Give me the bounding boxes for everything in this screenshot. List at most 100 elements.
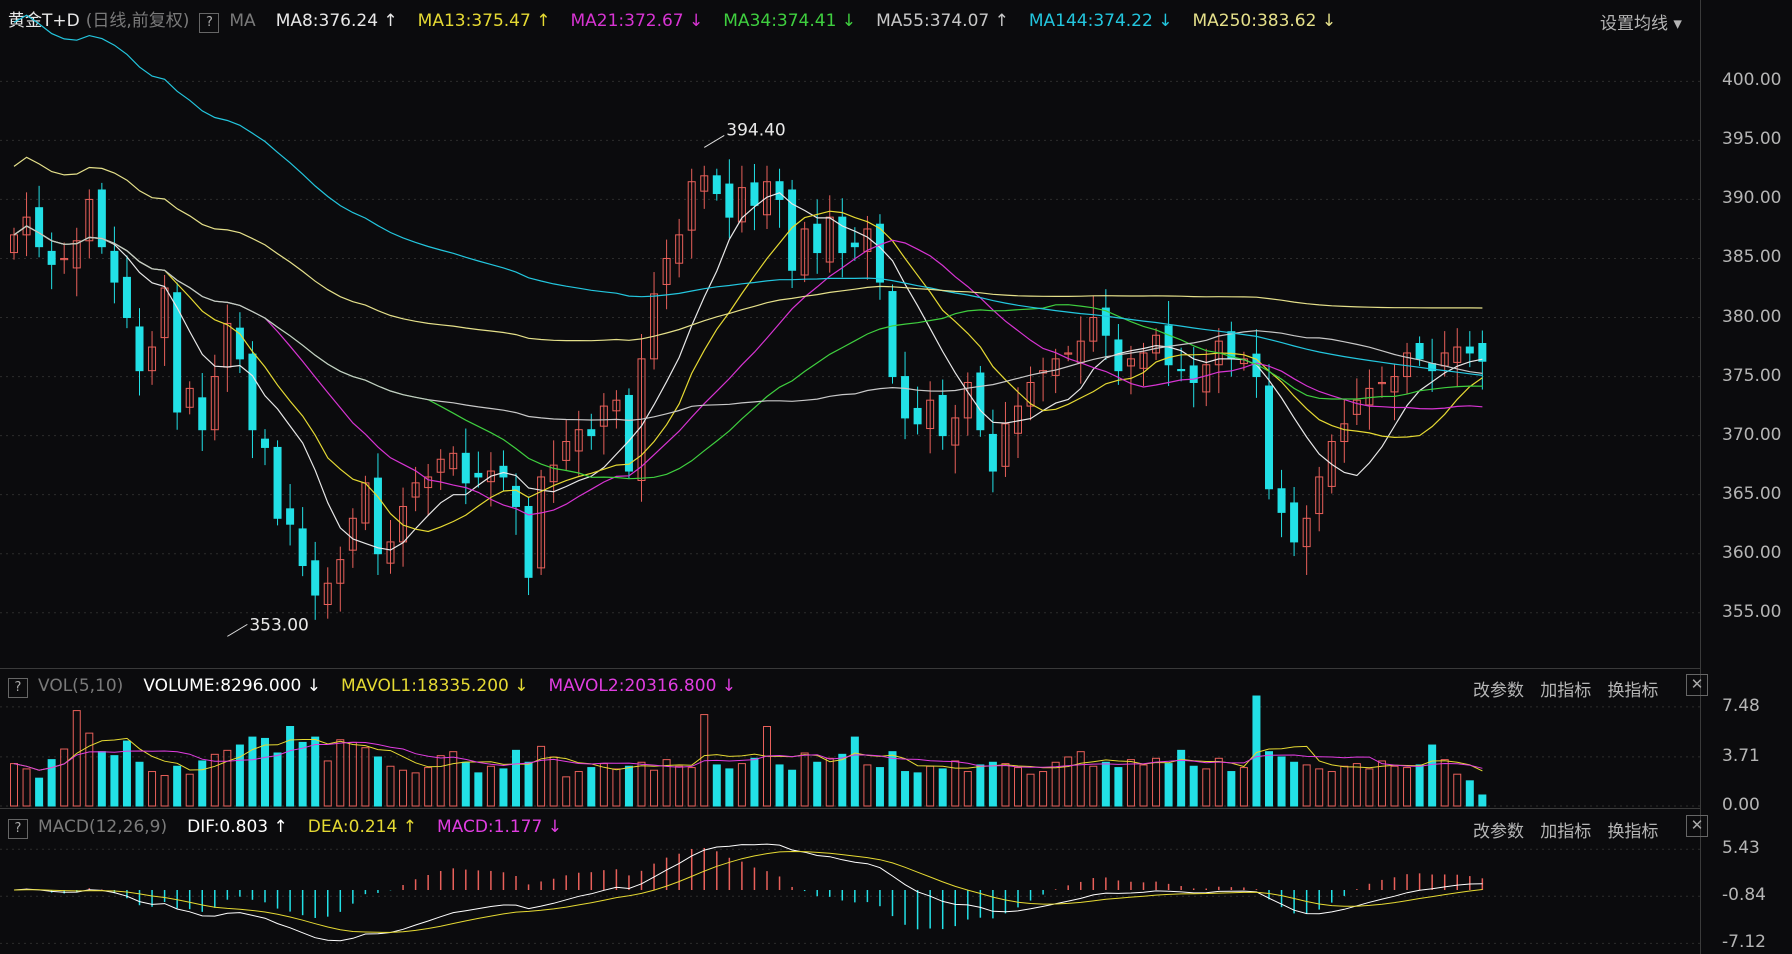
candle-body [461,452,470,484]
y-tick-label: -0.84 [1722,885,1766,906]
y-tick-label: 360.00 [1722,542,1782,563]
y-tick-label: -7.12 [1722,932,1766,953]
volume-bar [687,767,696,807]
candle-body [624,394,633,472]
candle-body [261,438,269,448]
candle-body [148,346,157,372]
volume-bar [750,757,759,807]
candle-body [1152,334,1161,354]
volume-bar [286,726,295,807]
indicator-name[interactable]: VOL(5,10) [38,676,124,696]
legend-item: DIF:0.803 ↑ [187,817,288,837]
close-icon[interactable]: ✕ [1686,674,1708,696]
close-icon[interactable]: ✕ [1686,815,1708,837]
candle-body [875,223,884,283]
volume-bar [1340,765,1349,807]
legend-item: MACD:1.177 ↓ [436,817,562,837]
volume-bar [35,777,44,807]
vol-legend: VOLUME:8296.000 ↓ MAVOL1:18335.200 ↓ MAVOL… [133,676,746,696]
volume-bar [386,765,395,807]
ma-line [13,225,1483,480]
legend-item: VOLUME:8296.000 ↓ [143,676,321,696]
candle-body [1327,441,1336,487]
candle-body [913,407,922,425]
candle-body [424,476,433,489]
candle-body [549,464,558,483]
candle-body [248,353,257,431]
volume-bar [1465,780,1474,807]
volume-bar [361,747,370,807]
macd-legend: DIF:0.803 ↑ DEA:0.214 ↑ MACD:1.177 ↓ [177,817,572,837]
candle-body [574,429,583,452]
candle-body [901,376,910,419]
volume-bar [1252,695,1261,807]
legend-item: MA34:374.41 ↓ [723,11,857,31]
volume-bar [1277,756,1286,807]
volume-bar [311,736,320,807]
candle-body [1001,423,1010,467]
change-params-button[interactable]: 改参数 [1473,681,1524,701]
switch-indicator-button[interactable]: 换指标 [1607,822,1659,842]
volume-bar [22,768,31,807]
volume-bar [1014,767,1022,807]
indicator-name[interactable]: MACD(12,26,9) [38,817,168,837]
y-tick-label: 5.43 [1722,838,1760,859]
volume-bar [1001,763,1010,807]
annotation-arrow [227,623,248,637]
y-tick-label: 7.48 [1722,695,1760,716]
volume-bar [813,761,822,807]
candle-body [1302,517,1311,548]
candle-body [951,417,960,446]
y-tick-label: 380.00 [1722,306,1782,327]
volume-bar [97,751,106,807]
volume-bar [1089,765,1098,807]
volume-bar [913,772,922,807]
volume-bar [461,761,470,807]
macd-header: ? MACD(12,26,9) DIF:0.803 ↑ DEA:0.214 ↑ MACD… [8,817,582,839]
candle-body [72,240,81,269]
change-params-button[interactable]: 改参数 [1473,822,1524,842]
mavol1-line [13,737,1483,772]
volume-bar [1428,744,1437,807]
volume-bar [173,765,182,807]
candle-body [411,482,420,498]
volume-bar [1101,761,1110,807]
volume-bar [72,710,81,807]
help-icon[interactable]: ? [199,13,220,33]
volume-bar [587,767,596,807]
mavol2-line [13,741,1483,771]
candle-body [35,207,44,248]
candle-body [750,182,759,206]
volume-bar [1415,764,1424,807]
volume-bar [1164,763,1173,807]
candle-body [373,477,382,555]
add-indicator-button[interactable]: 加指标 [1540,822,1592,842]
volume-bar [1352,763,1361,807]
switch-indicator-button[interactable]: 换指标 [1607,681,1659,701]
volume-bar [562,776,571,807]
volume-bar [1076,751,1085,807]
candle-body [988,433,997,472]
volume-bar [411,772,420,807]
volume-bar [399,769,408,807]
volume-bar [1290,761,1299,807]
volume-bar [1214,757,1223,807]
candle-body [499,465,508,478]
candle-body [1026,381,1035,407]
candle-body [562,441,571,461]
candle-body [97,189,106,248]
add-indicator-button[interactable]: 加指标 [1540,681,1592,701]
help-icon[interactable]: ? [8,678,28,698]
ma-line [13,156,1483,342]
legend-item: MAVOL1:18335.200 ↓ [341,676,529,696]
candle-body [235,327,244,360]
ma-settings-button[interactable]: 设置均线 ▾ [1600,14,1682,34]
help-icon[interactable]: ? [8,819,28,839]
volume-bar [1327,771,1336,807]
volume-bar [650,769,659,807]
volume-header: ? VOL(5,10) VOLUME:8296.000 ↓ MAVOL1:18335.… [8,676,756,698]
volume-bar [1051,761,1060,807]
volume-bar [436,755,445,807]
candle-body [47,250,56,265]
legend-item: MA21:372.67 ↓ [570,11,704,31]
